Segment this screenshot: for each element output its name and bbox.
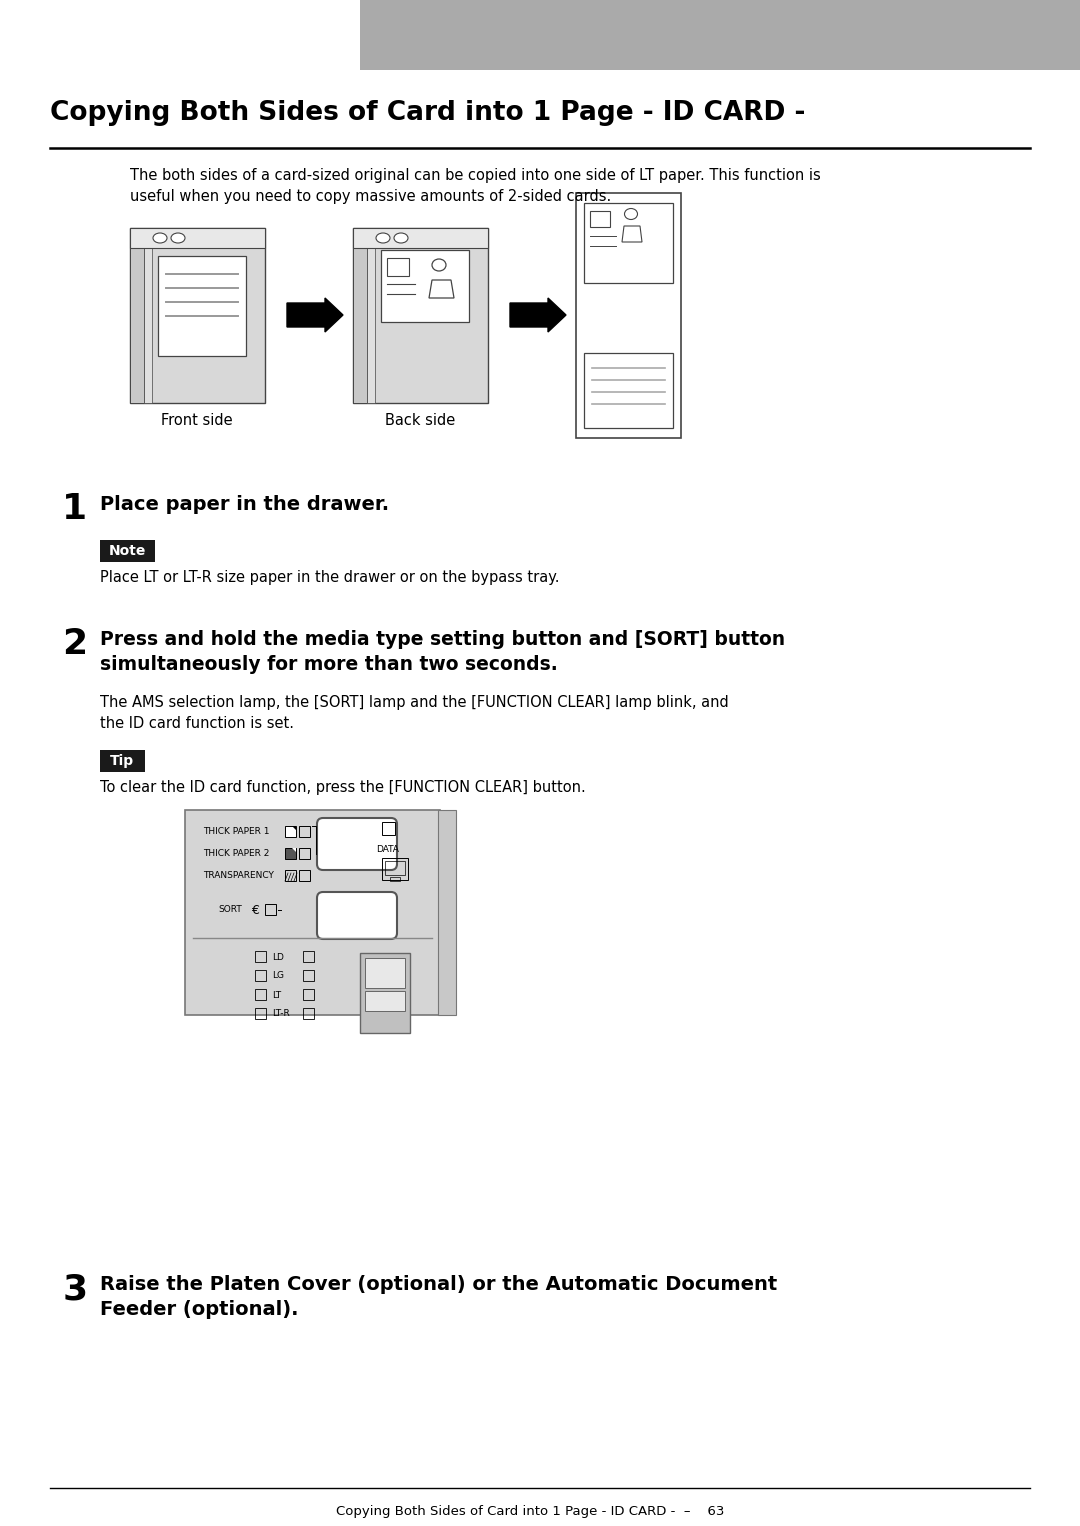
Polygon shape bbox=[292, 826, 296, 830]
Text: LG: LG bbox=[272, 972, 284, 981]
Ellipse shape bbox=[394, 233, 408, 243]
Text: Raise the Platen Cover (optional) or the Automatic Document
Feeder (optional).: Raise the Platen Cover (optional) or the… bbox=[100, 1276, 778, 1318]
Bar bbox=[576, 192, 681, 438]
Text: To clear the ID card function, press the [FUNCTION CLEAR] button.: To clear the ID card function, press the… bbox=[100, 780, 585, 795]
Bar bbox=[299, 870, 310, 881]
FancyArrow shape bbox=[510, 298, 566, 333]
Bar bbox=[285, 848, 296, 859]
Text: THICK PAPER 1: THICK PAPER 1 bbox=[203, 827, 270, 836]
Bar bbox=[255, 1009, 266, 1019]
Bar bbox=[130, 227, 265, 249]
Bar bbox=[158, 256, 246, 356]
Bar bbox=[255, 971, 266, 981]
Text: LT: LT bbox=[272, 990, 281, 1000]
Bar bbox=[100, 749, 145, 772]
Bar bbox=[130, 227, 265, 403]
Bar bbox=[130, 227, 144, 403]
Bar bbox=[144, 227, 152, 403]
Bar bbox=[584, 203, 673, 282]
Text: LT-R: LT-R bbox=[272, 1010, 289, 1018]
Bar bbox=[367, 227, 375, 403]
Text: THICK PAPER 2: THICK PAPER 2 bbox=[203, 850, 269, 859]
FancyArrow shape bbox=[287, 298, 343, 333]
Bar bbox=[387, 258, 409, 276]
Text: 3: 3 bbox=[63, 1273, 87, 1306]
Text: Tip: Tip bbox=[110, 754, 134, 768]
Text: LD: LD bbox=[272, 952, 284, 961]
Text: €: € bbox=[251, 903, 259, 917]
Bar bbox=[590, 211, 610, 227]
Bar bbox=[353, 227, 488, 249]
Bar bbox=[360, 954, 410, 1033]
Bar bbox=[353, 227, 367, 403]
Bar bbox=[382, 858, 408, 881]
Bar bbox=[382, 823, 395, 835]
Bar bbox=[255, 951, 266, 961]
Text: Place LT or LT-R size paper in the drawer or on the bypass tray.: Place LT or LT-R size paper in the drawe… bbox=[100, 571, 559, 584]
Bar bbox=[353, 227, 488, 403]
FancyBboxPatch shape bbox=[318, 893, 397, 938]
Bar bbox=[438, 810, 456, 1015]
Text: Front side: Front side bbox=[161, 414, 233, 427]
Ellipse shape bbox=[153, 233, 167, 243]
Bar bbox=[390, 877, 400, 881]
Text: Copying Both Sides of Card into 1 Page - ID CARD -: Copying Both Sides of Card into 1 Page -… bbox=[50, 101, 806, 127]
Text: The both sides of a card-sized original can be copied into one side of LT paper.: The both sides of a card-sized original … bbox=[130, 168, 821, 204]
Text: DATA: DATA bbox=[377, 845, 400, 855]
Bar bbox=[303, 971, 314, 981]
Bar bbox=[299, 848, 310, 859]
Bar bbox=[285, 870, 296, 881]
Text: Back side: Back side bbox=[384, 414, 455, 427]
Bar bbox=[255, 989, 266, 1000]
Text: TRANSPARENCY: TRANSPARENCY bbox=[203, 871, 274, 881]
Bar bbox=[365, 990, 405, 1012]
Text: The AMS selection lamp, the [SORT] lamp and the [FUNCTION CLEAR] lamp blink, and: The AMS selection lamp, the [SORT] lamp … bbox=[100, 694, 729, 731]
Polygon shape bbox=[292, 848, 296, 852]
Ellipse shape bbox=[171, 233, 185, 243]
Bar bbox=[365, 958, 405, 987]
FancyBboxPatch shape bbox=[318, 818, 397, 870]
Text: Place paper in the drawer.: Place paper in the drawer. bbox=[100, 494, 389, 514]
Bar bbox=[384, 861, 405, 874]
Bar bbox=[303, 989, 314, 1000]
Bar bbox=[299, 826, 310, 836]
Text: 1: 1 bbox=[63, 491, 87, 526]
Text: Note: Note bbox=[108, 543, 146, 559]
Bar bbox=[285, 826, 296, 836]
Bar bbox=[303, 951, 314, 961]
Bar bbox=[381, 250, 469, 322]
Text: 2: 2 bbox=[63, 627, 87, 661]
Bar bbox=[584, 353, 673, 427]
Bar bbox=[360, 0, 1080, 70]
Ellipse shape bbox=[376, 233, 390, 243]
Bar bbox=[303, 1009, 314, 1019]
Bar bbox=[185, 810, 440, 1015]
Text: Press and hold the media type setting button and [SORT] button
simultaneously fo: Press and hold the media type setting bu… bbox=[100, 630, 785, 674]
Text: Copying Both Sides of Card into 1 Page - ID CARD -  –    63: Copying Both Sides of Card into 1 Page -… bbox=[336, 1505, 725, 1518]
Text: SORT: SORT bbox=[218, 905, 242, 914]
Bar bbox=[100, 540, 156, 562]
Bar bbox=[265, 903, 276, 916]
